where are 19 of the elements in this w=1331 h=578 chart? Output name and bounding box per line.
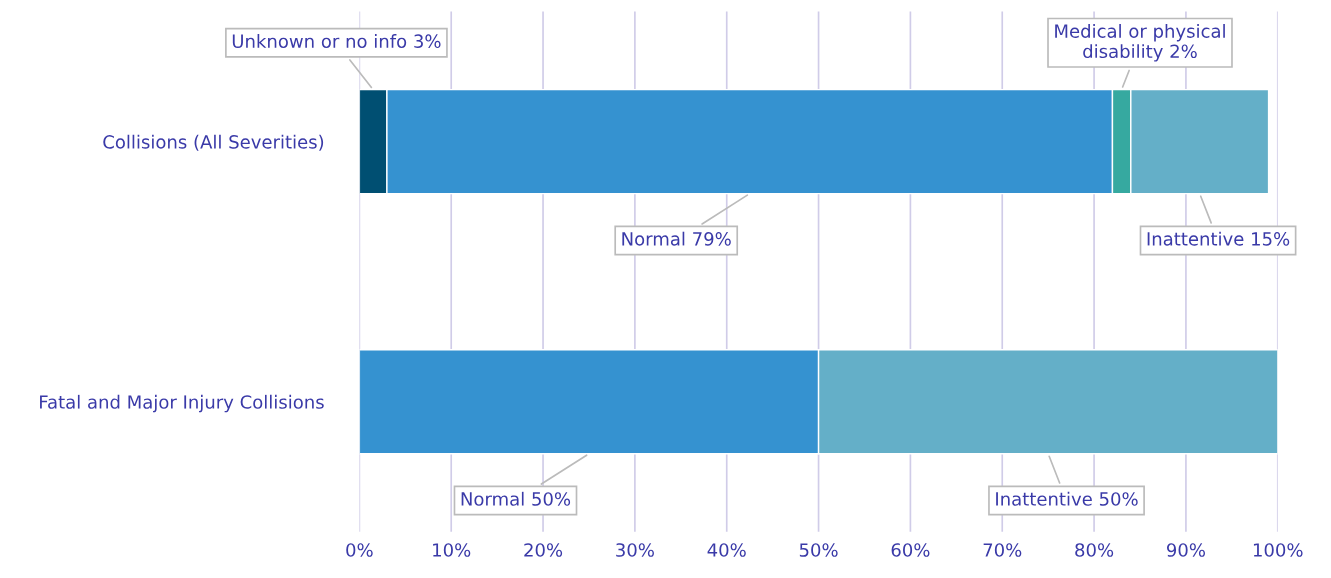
data-label: Unknown or no info 3%	[232, 34, 441, 49]
x-tick-label: 60%	[891, 543, 930, 557]
x-tick-label: 100%	[1253, 543, 1303, 557]
data-label: Medical or physical disability 2%	[1055, 23, 1225, 62]
x-tick-label: 70%	[983, 543, 1022, 557]
y-tick-label: Fatal and Major Injury Collisions	[40, 394, 324, 413]
x-tick-label: 90%	[1166, 543, 1205, 557]
x-tick-label: 50%	[799, 543, 838, 557]
x-tick-label: 10%	[433, 543, 471, 557]
data-label: Normal 50%	[461, 491, 571, 506]
x-tick-label: 30%	[616, 543, 654, 557]
x-tick-label: 80%	[1075, 543, 1114, 557]
y-tick-label: Collisions (All Severities)	[103, 134, 324, 151]
x-tick-label: 20%	[524, 543, 563, 557]
data-label: Normal 79%	[622, 231, 731, 246]
data-label: Inattentive 15%	[1147, 231, 1290, 246]
x-tick-label: 0%	[346, 543, 373, 557]
x-tick-label: 40%	[707, 543, 746, 557]
data-label: Inattentive 50%	[996, 491, 1138, 506]
